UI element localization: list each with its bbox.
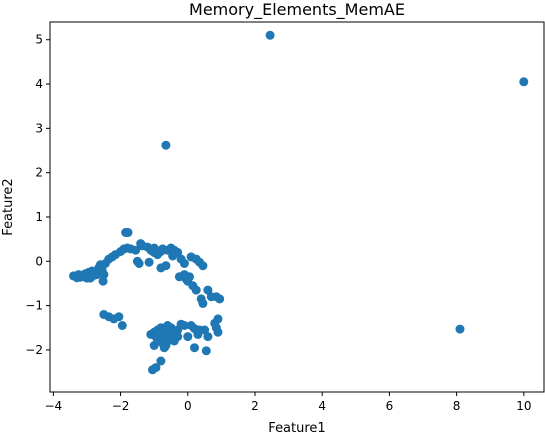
data-point [99,270,109,280]
y-tick-label: 1 [35,210,43,224]
data-point [179,321,189,330]
data-point [151,363,161,373]
data-point [455,324,465,334]
data-point [193,329,203,339]
y-tick-label: −2 [25,343,43,357]
data-point [190,343,199,353]
data-point [203,332,213,342]
y-tick-label: 3 [35,121,43,135]
data-point [149,243,159,253]
data-point [179,259,189,268]
data-point [117,321,127,330]
x-tick-label: 10 [516,399,531,413]
data-point [134,259,144,268]
data-point [213,327,223,337]
data-point [164,335,174,345]
data-point [131,245,141,255]
data-point [154,327,164,337]
data-points [69,30,529,375]
data-point [215,294,225,304]
x-axis-label: Feature1 [268,421,325,435]
x-tick-label: 8 [453,399,461,413]
y-tick-label: 5 [35,33,43,47]
data-point [168,251,178,261]
data-point [98,276,108,286]
x-tick-label: 6 [386,399,394,413]
y-axis-label: Feature2 [1,178,16,235]
y-tick-label: 4 [35,77,43,91]
data-point [156,356,166,366]
data-point [181,274,191,284]
data-point [159,343,169,353]
y-tick-label: −1 [25,299,43,313]
data-point [198,261,208,271]
data-point [114,312,124,322]
data-point [87,266,97,276]
data-point [161,261,171,271]
x-tick-label: −2 [112,399,130,413]
data-point [144,257,154,267]
data-point [265,30,275,40]
x-tick-label: −4 [45,399,63,413]
y-axis-ticks: −2 −1 0 1 2 3 4 5 [25,33,50,357]
data-point [213,314,223,324]
plot-frame [49,21,545,393]
data-point [198,298,208,308]
x-axis-ticks: −4 −2 0 2 4 6 8 10 [45,392,531,413]
data-point [183,332,193,342]
data-point [519,77,529,87]
data-point [123,228,133,237]
data-point [201,346,211,356]
data-point [191,285,201,295]
data-point [74,270,84,280]
x-tick-label: 0 [184,399,192,413]
chart-title: Memory_Elements_MemAE [189,0,405,20]
data-point [161,140,171,150]
x-tick-label: 2 [251,399,259,413]
y-tick-label: 0 [35,254,43,268]
x-tick-label: 4 [318,399,326,413]
data-point [173,332,183,342]
y-tick-label: 2 [35,166,43,180]
